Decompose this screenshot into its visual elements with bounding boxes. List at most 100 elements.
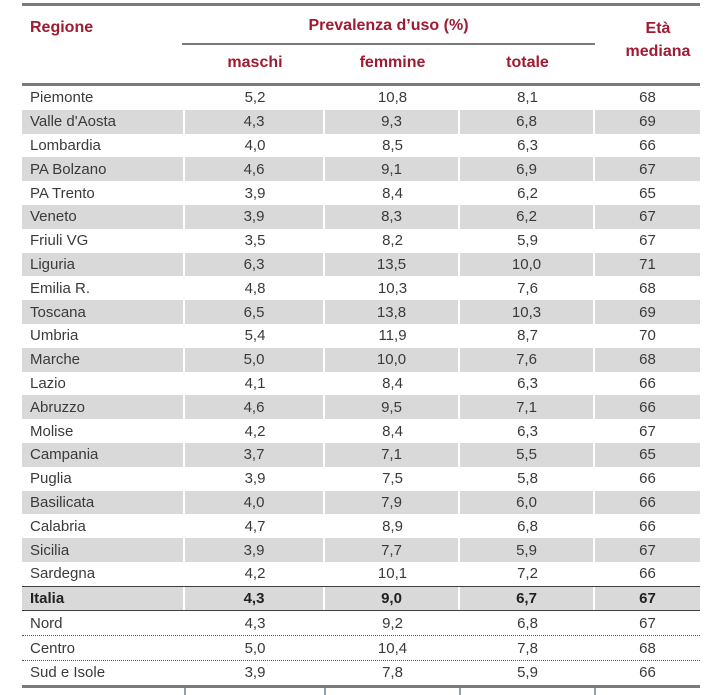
region-cell: Sicilia: [22, 538, 185, 562]
region-cell: Valle d'Aosta: [22, 109, 185, 134]
total-cell: 6,7: [460, 586, 595, 610]
table-bottom-border: [22, 684, 700, 688]
table-row: Centro 5,0 10,4 7,8 68: [22, 635, 700, 660]
females-cell: 9,3: [325, 109, 460, 134]
females-cell: 7,7: [325, 538, 460, 562]
column-tick: [459, 687, 461, 695]
header-prevalence-group: Prevalenza d’uso (%): [308, 17, 469, 34]
table-row: Nord 4,3 9,2 6,8 67: [22, 611, 700, 636]
region-cell: Marche: [22, 347, 185, 372]
females-cell: 8,3: [325, 204, 460, 229]
region-cell: Veneto: [22, 204, 185, 229]
table-row: Valle d'Aosta 4,3 9,3 6,8 69: [22, 109, 700, 134]
median-age-cell: 71: [595, 252, 700, 277]
males-cell: 5,4: [244, 327, 266, 345]
females-cell: 11,9: [378, 327, 407, 345]
region-cell: Umbria: [30, 327, 79, 345]
males-cell: 4,0: [244, 136, 266, 154]
region-cell: Sud e Isole: [30, 664, 106, 682]
males-cell: 4,3: [244, 614, 266, 632]
males-cell: 3,9: [244, 664, 266, 682]
table-row: Emilia R. 4,8 10,3 7,6 68: [22, 276, 700, 300]
region-cell: Lazio: [30, 374, 66, 392]
region-cell: Centro: [30, 639, 76, 657]
total-cell: 6,3: [517, 422, 538, 440]
region-cell: Italia: [22, 586, 185, 610]
table-row: Toscana 6,5 13,8 10,3 69: [22, 300, 700, 324]
total-cell: 7,6: [460, 347, 595, 372]
region-cell: Emilia R.: [30, 279, 91, 297]
table-row: Liguria 6,3 13,5 10,0 71: [22, 252, 700, 277]
males-cell: 5,0: [185, 347, 325, 372]
median-age-cell: 66: [639, 470, 656, 488]
region-cell: Basilicata: [22, 490, 185, 515]
header-females: femmine: [359, 54, 426, 71]
median-age-cell: 66: [639, 374, 656, 392]
table-row: Piemonte 5,2 10,8 8,1 68: [22, 86, 700, 110]
table-top-border: [22, 3, 700, 6]
median-age-cell: 67: [639, 422, 656, 440]
females-cell: 10,8: [377, 89, 408, 107]
females-cell: 8,4: [382, 374, 403, 392]
males-cell: 4,3: [185, 586, 325, 610]
region-cell: Calabria: [30, 517, 86, 535]
males-cell: 3,9: [185, 204, 325, 229]
total-cell: 6,3: [517, 136, 538, 154]
males-cell: 3,7: [185, 442, 325, 467]
table-row: Calabria 4,7 8,9 6,8 66: [22, 514, 700, 538]
table-row: Abruzzo 4,6 9,5 7,1 66: [22, 395, 700, 420]
median-age-cell: 66: [639, 565, 656, 583]
total-cell: 7,8: [517, 639, 538, 657]
total-cell: 5,8: [517, 470, 538, 488]
table-row: Lombardia 4,0 8,5 6,3 66: [22, 134, 700, 158]
median-age-cell: 67: [639, 232, 656, 250]
total-cell: 8,7: [517, 327, 538, 345]
total-cell: 5,9: [517, 232, 538, 250]
median-age-cell: 66: [639, 517, 656, 535]
total-cell: 7,2: [517, 565, 538, 583]
column-tick: [324, 687, 326, 695]
table-row: Sardegna 4,2 10,1 7,2 66: [22, 562, 700, 586]
median-age-cell: 67: [595, 204, 700, 229]
median-age-cell: 67: [595, 157, 700, 182]
total-cell: 10,0: [460, 252, 595, 277]
females-cell: 10,3: [377, 279, 408, 297]
females-cell: 7,8: [382, 664, 403, 682]
total-cell: 6,8: [517, 517, 538, 535]
table-row: Friuli VG 3,5 8,2 5,9 67: [22, 229, 700, 253]
table-row: PA Trento 3,9 8,4 6,2 65: [22, 181, 700, 205]
males-cell: 3,9: [185, 538, 325, 562]
males-cell: 3,9: [244, 184, 266, 202]
header-median-age: Età mediana: [608, 17, 708, 63]
table-row: Sud e Isole 3,9 7,8 5,9 66: [22, 660, 700, 685]
header-median-age-line1: Età: [645, 20, 671, 37]
total-cell: 10,3: [460, 300, 595, 324]
table-row: Veneto 3,9 8,3 6,2 67: [22, 204, 700, 229]
table-header: Regione Prevalenza d’uso (%) maschi femm…: [22, 6, 700, 83]
header-region: Regione: [30, 19, 94, 36]
total-cell: 7,6: [517, 279, 538, 297]
table-body: Piemonte 5,2 10,8 8,1 68 Valle d'Aosta 4,3 9,3 6…: [22, 86, 700, 685]
table-row: Campania 3,7 7,1 5,5 65: [22, 442, 700, 467]
column-tick: [594, 687, 596, 695]
table-row: Puglia 3,9 7,5 5,8 66: [22, 467, 700, 491]
females-cell: 8,9: [382, 517, 403, 535]
total-cell: 6,2: [517, 184, 538, 202]
table-row: PA Bolzano 4,6 9,1 6,9 67: [22, 157, 700, 182]
median-age-cell: 67: [595, 586, 700, 610]
median-age-cell: 67: [639, 614, 656, 632]
females-cell: 8,2: [382, 232, 403, 250]
table-row: Lazio 4,1 8,4 6,3 66: [22, 372, 700, 396]
region-cell: Puglia: [30, 470, 72, 488]
total-cell: 5,5: [460, 442, 595, 467]
median-age-cell: 66: [595, 395, 700, 420]
median-age-cell: 65: [639, 184, 656, 202]
females-cell: 9,2: [382, 614, 403, 632]
total-cell: 5,9: [460, 538, 595, 562]
region-cell: PA Trento: [30, 184, 95, 202]
table-row: Italia 4,3 9,0 6,7 67: [22, 585, 700, 611]
median-age-cell: 66: [639, 664, 656, 682]
males-cell: 4,7: [244, 517, 266, 535]
median-age-cell: 68: [595, 347, 700, 372]
